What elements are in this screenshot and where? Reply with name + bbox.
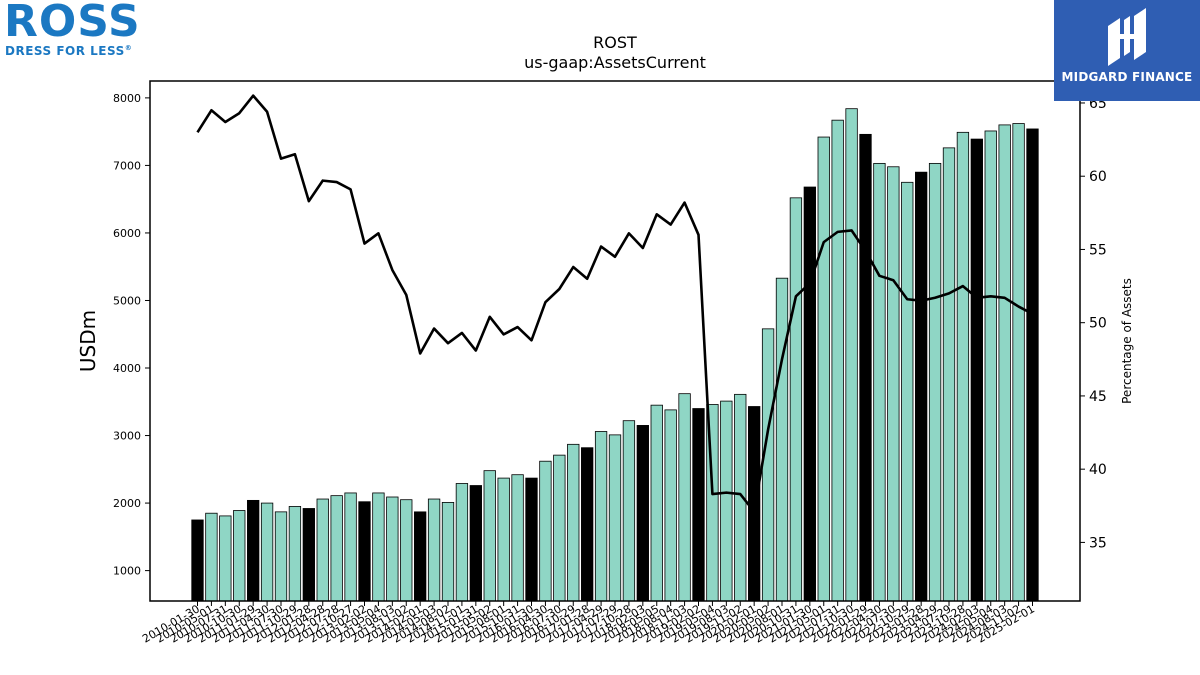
bar <box>344 492 357 602</box>
ross-logo-wordmark: ROSS <box>4 0 141 47</box>
midgard-finance-logo: MIDGARD FINANCE <box>1054 0 1200 101</box>
bar <box>831 119 844 602</box>
ross-logo-tagline: DRESS FOR LESS® <box>5 44 132 58</box>
bar <box>358 501 371 602</box>
bar <box>998 124 1011 602</box>
y-tick-label: 5000 <box>113 294 141 307</box>
y2-tick-label: 35 <box>1089 535 1107 551</box>
bar <box>511 474 524 602</box>
bar <box>219 515 232 602</box>
bar <box>928 162 942 602</box>
bar <box>441 501 455 602</box>
y-tick-label: 1000 <box>113 565 141 578</box>
y2-axis-label: Percentage of Assets <box>1120 278 1134 404</box>
line-group <box>196 94 1034 513</box>
y2-tick-label: 60 <box>1089 169 1107 185</box>
bar <box>650 404 663 602</box>
y-tick-label: 4000 <box>113 362 141 375</box>
bar <box>455 483 469 602</box>
bar <box>469 485 482 602</box>
bar <box>622 420 636 602</box>
bar <box>789 197 803 602</box>
bar <box>817 136 830 602</box>
y2-tick-label: 50 <box>1089 316 1107 332</box>
percentage-line <box>196 94 1034 513</box>
bar <box>720 400 733 602</box>
bar <box>274 511 288 602</box>
bar <box>233 510 246 602</box>
bar <box>400 499 413 602</box>
bar <box>873 162 886 602</box>
bar <box>859 133 872 602</box>
bar <box>316 498 329 602</box>
bar <box>247 499 260 602</box>
bar <box>901 181 914 602</box>
bar <box>330 495 343 602</box>
chart-subtitle: us-gaap:AssetsCurrent <box>524 53 706 72</box>
bar <box>525 477 538 602</box>
bar <box>414 511 427 602</box>
bar <box>678 393 691 602</box>
bar <box>845 108 858 602</box>
bar <box>761 328 775 602</box>
plot-frame <box>149 80 1081 602</box>
ross-logo: ROSS DRESS FOR LESS® <box>4 0 144 58</box>
midgard-finance-name: MIDGARD FINANCE <box>1061 70 1193 84</box>
bar <box>775 277 789 602</box>
midgard-emblem-icon <box>1108 8 1146 66</box>
bar <box>887 166 900 602</box>
bar <box>372 492 385 602</box>
bar <box>970 138 983 602</box>
bar <box>205 512 218 602</box>
bar <box>664 409 677 602</box>
bar <box>567 443 580 602</box>
bar <box>1012 123 1025 602</box>
bar <box>1026 128 1039 602</box>
bar <box>191 519 204 602</box>
bar <box>386 496 399 602</box>
chart-title: ROST <box>593 33 637 52</box>
bar <box>288 506 302 602</box>
y2-tick-label: 55 <box>1089 242 1107 258</box>
y2-tick-label: 40 <box>1089 462 1107 478</box>
bar <box>581 447 594 602</box>
y-tick-label: 3000 <box>113 430 141 443</box>
bar <box>956 131 970 602</box>
bars-group <box>191 108 1039 602</box>
bar <box>942 147 956 602</box>
ross-tagline-text: DRESS FOR LESS <box>5 44 125 58</box>
y-tick-label: 2000 <box>113 497 141 510</box>
y-tick-label: 8000 <box>113 92 141 105</box>
y-axis-label: USDm <box>76 310 100 372</box>
bar <box>915 171 928 602</box>
bar <box>260 502 274 602</box>
y-tick-label: 6000 <box>113 227 141 240</box>
bar <box>497 477 510 602</box>
bar <box>636 425 649 602</box>
y2-tick-label: 45 <box>1089 389 1107 405</box>
bar <box>427 498 441 602</box>
y-tick-label: 7000 <box>113 159 141 172</box>
bar <box>984 130 997 602</box>
bar <box>553 454 566 602</box>
bar <box>608 434 622 602</box>
registered-mark: ® <box>124 44 133 52</box>
bar <box>539 460 552 602</box>
bar <box>748 406 761 602</box>
axes-group: 1000 2000 3000 4000 5000 6000 7000 8000 35 40 45 50… <box>113 92 1107 646</box>
bar <box>803 186 816 602</box>
bar <box>594 431 608 602</box>
bar <box>483 470 496 602</box>
bar <box>302 508 315 602</box>
bar <box>692 408 705 602</box>
